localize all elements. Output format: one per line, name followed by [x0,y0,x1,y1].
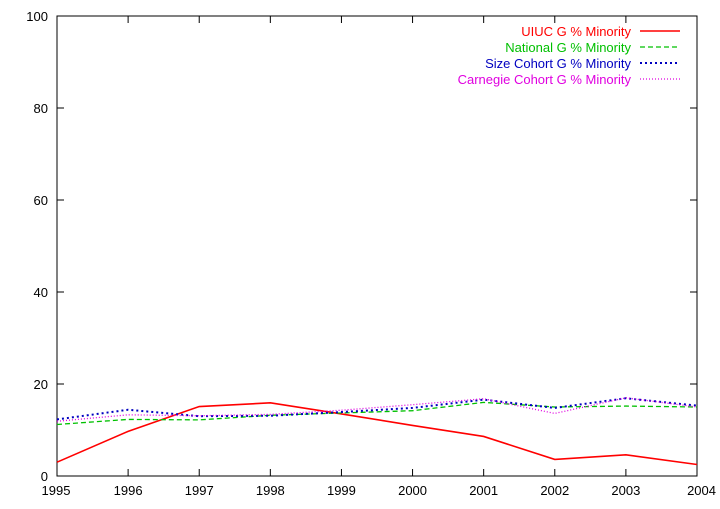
y-tick-label: 20 [34,377,48,392]
x-tick-label: 2001 [469,483,498,498]
legend-label: Size Cohort G % Minority [485,56,631,71]
x-tick-label: 2002 [540,483,569,498]
series-group [57,398,697,465]
series-line-2 [57,402,697,424]
y-tick-label: 40 [34,285,48,300]
series-line-3 [57,398,697,419]
x-tick-label: 2003 [611,483,640,498]
x-tick-label: 1995 [42,483,71,498]
legend-label: Carnegie Cohort G % Minority [458,72,632,87]
x-tick-label: 1996 [114,483,143,498]
y-tick-label: 100 [26,9,48,24]
legend-label: National G % Minority [505,40,631,55]
legend-label: UIUC G % Minority [521,24,631,39]
y-tick-label: 80 [34,101,48,116]
x-tick-label: 1999 [327,483,356,498]
y-tick-label: 60 [34,193,48,208]
x-tick-label: 1997 [185,483,214,498]
x-tick-label: 2004 [687,483,716,498]
y-tick-label: 0 [41,469,48,484]
x-tick-label: 2000 [398,483,427,498]
x-tick-label: 1998 [256,483,285,498]
